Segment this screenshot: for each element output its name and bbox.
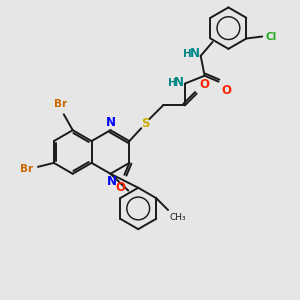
Text: H: H xyxy=(168,78,177,88)
Text: O: O xyxy=(221,84,232,97)
Text: Br: Br xyxy=(54,99,68,110)
Text: Br: Br xyxy=(20,164,33,174)
Text: CH₃: CH₃ xyxy=(169,213,186,222)
Text: N: N xyxy=(106,116,116,129)
Text: N: N xyxy=(190,47,200,60)
Text: N: N xyxy=(106,175,116,188)
Text: N: N xyxy=(174,76,184,89)
Text: H: H xyxy=(183,49,192,59)
Text: Cl: Cl xyxy=(265,32,276,41)
Text: O: O xyxy=(116,181,125,194)
Text: S: S xyxy=(141,117,149,130)
Text: O: O xyxy=(200,78,210,91)
